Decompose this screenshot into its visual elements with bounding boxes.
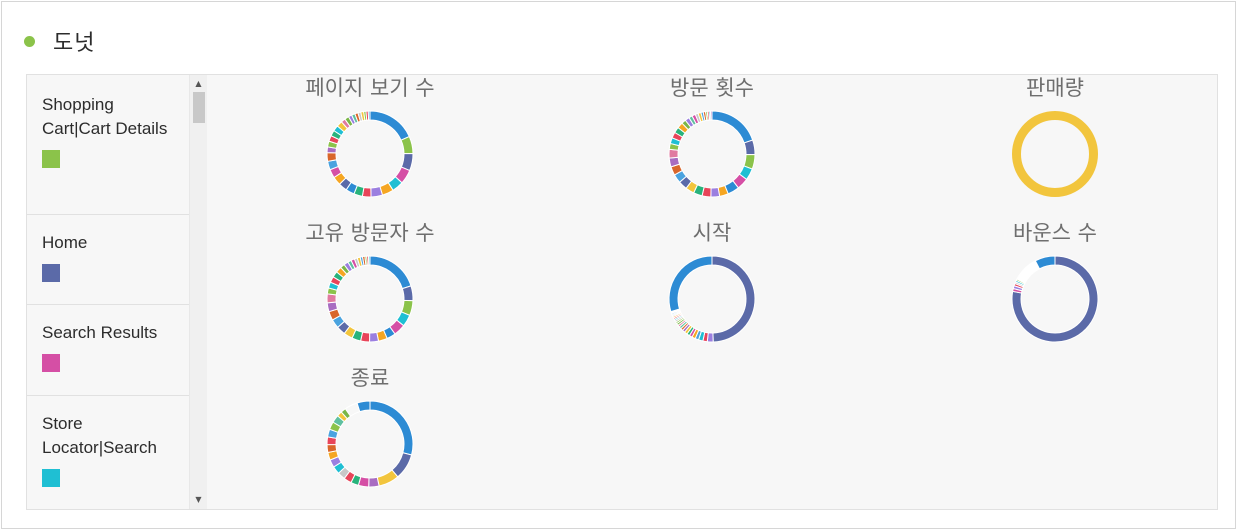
legend-swatch [42, 150, 60, 168]
widget-header: 도넛 [24, 26, 95, 56]
donut-slice[interactable] [369, 331, 380, 343]
legend-item-search-results[interactable]: Search Results [27, 305, 189, 396]
chart-title: 종료 [350, 366, 390, 390]
donut-slice[interactable] [711, 110, 754, 144]
donut-chart-grid: 페이지 보기 수 방문 횟수 판매량 고유 방문자 수 시작 바운스 수 [208, 75, 1217, 509]
legend-swatch [42, 469, 60, 487]
legend-scrollbar[interactable]: ▲ ▼ [190, 75, 207, 509]
chart-title: 판매량 [1026, 76, 1084, 100]
donut-slice[interactable] [326, 444, 338, 454]
status-dot [24, 35, 35, 47]
chart-panel: Shopping Cart|Cart Details Home Search R… [26, 74, 1218, 510]
donut-slice[interactable] [1034, 255, 1056, 270]
scroll-thumb[interactable] [193, 92, 205, 123]
chart-title: 고유 방문자 수 [305, 221, 435, 245]
donut-slice[interactable] [367, 110, 371, 121]
donut-slice[interactable] [326, 152, 338, 162]
donut-chart-units: 판매량 [935, 75, 1175, 215]
donut-slice[interactable] [367, 255, 371, 266]
donut-chart-page-views: 페이지 보기 수 [250, 75, 490, 215]
legend-swatch [42, 264, 60, 282]
legend-item-store-locator[interactable]: Store Locator|Search [27, 396, 189, 509]
chart-title: 방문 횟수 [670, 76, 754, 100]
donut-slice[interactable] [370, 185, 384, 198]
donut-slice[interactable] [369, 110, 410, 141]
donut-slice[interactable] [710, 110, 713, 121]
legend-item-label: Search Results [42, 323, 158, 342]
donut-chart-svg[interactable] [1010, 109, 1100, 199]
donut-chart-svg[interactable] [325, 109, 415, 199]
widget-title: 도넛 [53, 31, 96, 56]
legend-swatch [42, 354, 60, 372]
donut-slice[interactable] [711, 255, 756, 343]
donut-slice[interactable] [1016, 260, 1041, 284]
chart-title: 시작 [692, 221, 732, 245]
legend-item-home[interactable]: Home [27, 215, 189, 305]
donut-chart-svg[interactable] [1010, 254, 1100, 344]
donut-slice[interactable] [400, 135, 414, 155]
donut-chart-svg[interactable] [667, 254, 757, 344]
donut-slice[interactable] [401, 285, 414, 302]
donut-chart-unique-visitors: 고유 방문자 수 [250, 220, 490, 360]
donut-slice[interactable] [1012, 111, 1098, 197]
donut-slice[interactable] [743, 139, 756, 156]
donut-slice[interactable] [710, 186, 721, 198]
donut-chart-bounces: 바운스 수 [935, 220, 1175, 360]
legend-item-shopping-cart[interactable]: Shopping Cart|Cart Details [27, 75, 189, 215]
donut-slice[interactable] [369, 400, 414, 456]
legend-item-label: Home [42, 233, 88, 252]
donut-chart-entries: 시작 [592, 220, 832, 360]
donut-chart-svg[interactable] [325, 254, 415, 344]
chart-title: 페이지 보기 수 [305, 76, 435, 100]
scroll-down-arrow-icon[interactable]: ▼ [195, 495, 202, 504]
donut-chart-svg[interactable] [667, 109, 757, 199]
legend-item-label: Store Locator|Search [42, 414, 157, 457]
legend-item-label: Shopping Cart|Cart Details [42, 95, 168, 138]
donut-slice[interactable] [368, 476, 380, 488]
donut-chart-exits: 종료 [250, 365, 490, 505]
donut-slice[interactable] [668, 255, 713, 313]
donut-slice[interactable] [356, 400, 371, 413]
donut-chart-visits: 방문 횟수 [592, 75, 832, 215]
chart-title: 바운스 수 [1013, 221, 1097, 245]
donut-slice[interactable] [369, 255, 412, 290]
donut-chart-svg[interactable] [325, 399, 415, 489]
scroll-up-arrow-icon[interactable]: ▲ [195, 79, 202, 88]
legend: Shopping Cart|Cart Details Home Search R… [27, 75, 190, 509]
